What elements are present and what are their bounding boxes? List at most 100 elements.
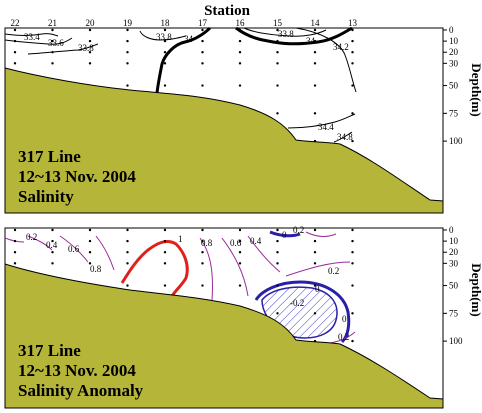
sample-point (126, 62, 129, 65)
x-axis-title: Station (204, 3, 251, 19)
panel-line-label: 317 Line (18, 147, 81, 166)
sample-point (276, 51, 279, 54)
contour-line-0-8-left (95, 235, 115, 271)
sample-point (313, 262, 317, 265)
station-tick-label: 21 (48, 18, 57, 28)
depth-tick-label: 10 (449, 236, 459, 246)
depth-tick-label: 20 (449, 247, 459, 257)
sample-point (276, 312, 279, 315)
sample-point (313, 284, 317, 287)
sample-point (163, 251, 167, 254)
sample-point (238, 51, 242, 54)
sample-point (313, 228, 317, 232)
sample-point (276, 262, 279, 265)
sample-point (88, 28, 92, 32)
sample-point (351, 312, 354, 315)
sample-point (88, 51, 92, 54)
sample-point (88, 39, 92, 43)
sample-point (13, 39, 17, 43)
contour-label: 34.2 (333, 42, 349, 52)
sample-point (51, 262, 54, 265)
depth-tick-label: 0 (449, 225, 454, 235)
depth-tick-label: 30 (449, 58, 459, 68)
sample-point (13, 51, 17, 54)
sample-point (351, 251, 354, 254)
sample-point (351, 228, 354, 232)
sample-point (238, 239, 242, 243)
sample-point (351, 62, 354, 65)
panel-salinity: 33.4 33.6 33.8 33.8 34 33.8 34 34.2 34.4… (4, 18, 482, 214)
sample-point (126, 39, 129, 43)
contour-label: 0 (282, 230, 287, 240)
panel-variable-label: Salinity Anomaly (18, 381, 144, 400)
contour-line-0-top (269, 230, 301, 238)
sample-point (238, 284, 242, 287)
sample-point (88, 251, 92, 254)
contour-line-33-8-left (27, 43, 99, 55)
sample-point (163, 28, 167, 32)
sample-point (126, 251, 129, 254)
sample-point (201, 239, 204, 243)
contour-label: 0.4 (46, 240, 58, 250)
sample-point (163, 62, 167, 65)
sample-point (238, 84, 242, 87)
sample-point (51, 62, 54, 65)
sample-point (313, 312, 317, 315)
sample-point (51, 28, 54, 32)
sample-point (351, 284, 354, 287)
sample-point (13, 239, 17, 243)
sample-point (88, 262, 92, 265)
station-tick-label: 22 (11, 18, 20, 28)
contour-labels: 33.4 33.6 33.8 33.8 34 33.8 34 34.2 34.4… (24, 29, 353, 142)
station-tick-label: 19 (123, 18, 133, 28)
sample-point (13, 228, 17, 232)
panel-date-label: 12~13 Nov. 2004 (18, 361, 136, 380)
sample-point (313, 251, 317, 254)
contour-line-0-6-right (221, 237, 249, 297)
depth-tick-label: 100 (449, 336, 463, 346)
contour-line-33-4 (4, 33, 59, 37)
sample-point (126, 262, 129, 265)
contour-label: 33.8 (78, 43, 94, 53)
sample-point (51, 251, 54, 254)
station-tick-label: 14 (311, 18, 321, 28)
depth-tick-label: 20 (449, 47, 459, 57)
sample-point (163, 51, 167, 54)
station-tick-label: 18 (161, 18, 171, 28)
contour-label: 1 (178, 234, 183, 244)
sample-point (201, 284, 204, 287)
sample-point (13, 251, 17, 254)
contour-label: 0 (315, 284, 320, 294)
sample-point (276, 62, 279, 65)
sample-point (201, 39, 204, 43)
sample-point (276, 84, 279, 87)
station-tick-label: 20 (86, 18, 96, 28)
contour-label: 0.6 (68, 244, 80, 254)
contour-line-34-4 (287, 113, 356, 129)
terrain (4, 67, 444, 214)
sample-point (51, 39, 54, 43)
panel-salinity-anomaly: 0.2 0.4 0.6 0.8 1 0.8 0.6 0.4 0.2 0 0.2 … (4, 225, 482, 409)
sample-point (313, 112, 317, 115)
sample-point (276, 112, 279, 115)
sample-point (163, 84, 167, 87)
depth-tick-label: 10 (449, 36, 459, 46)
sample-point (238, 262, 242, 265)
contour-label: 33.8 (156, 32, 172, 42)
sample-point (126, 228, 129, 232)
sample-point (88, 228, 92, 232)
contour-label: 0.4 (250, 236, 262, 246)
depth-tick-label: 75 (449, 308, 459, 318)
sample-point (351, 112, 354, 115)
sample-point (276, 284, 279, 287)
contour-label: 33.8 (278, 29, 294, 39)
station-tick-label: 16 (236, 18, 246, 28)
sample-point (126, 51, 129, 54)
contour-label: -0.2 (290, 298, 304, 308)
sample-point (88, 239, 92, 243)
sample-point (13, 262, 17, 265)
sample-point (238, 251, 242, 254)
depth-tick-label: 30 (449, 258, 459, 268)
